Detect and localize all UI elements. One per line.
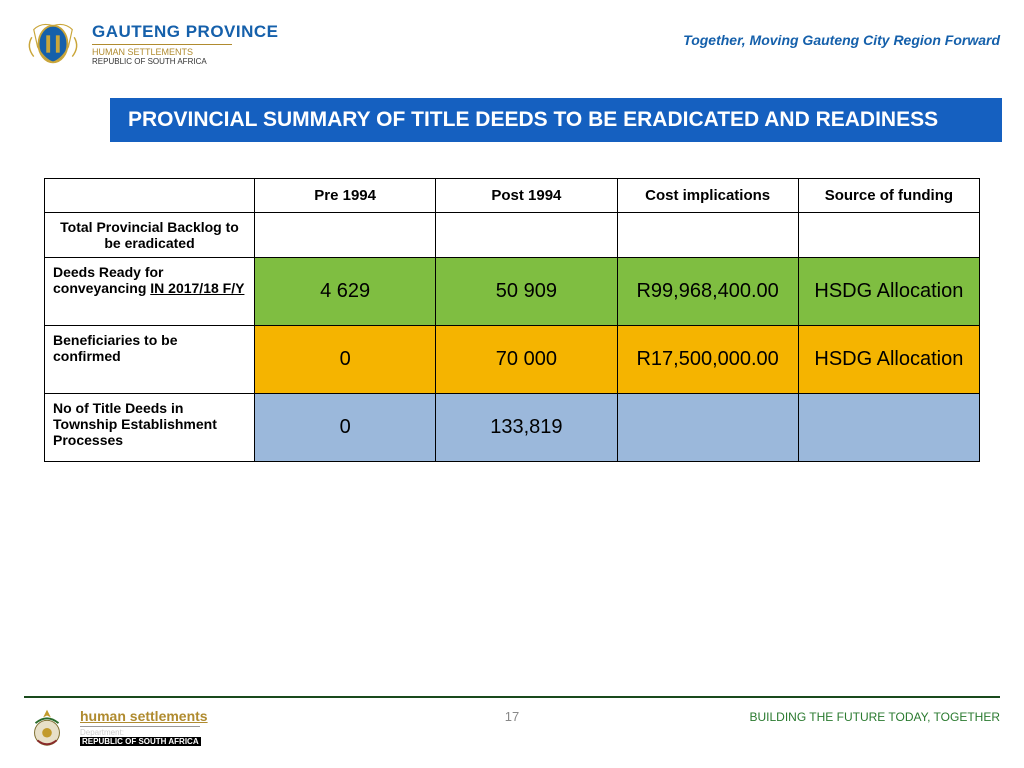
row-label: Deeds Ready for conveyancing IN 2017/18 … <box>45 258 255 326</box>
cell: 70 000 <box>436 326 617 394</box>
summary-table-wrap: Pre 1994 Post 1994 Cost implications Sou… <box>0 142 1024 462</box>
table-body: Total Provincial Backlog to be eradicate… <box>45 213 980 462</box>
cell <box>255 213 436 258</box>
col-pre1994: Pre 1994 <box>255 179 436 213</box>
cell <box>436 213 617 258</box>
province-name: GAUTENG PROVINCE <box>92 22 279 42</box>
cell: HSDG Allocation <box>798 258 979 326</box>
row-label: No of Title Deeds in Township Establishm… <box>45 394 255 462</box>
row-label: Total Provincial Backlog to be eradicate… <box>45 213 255 258</box>
provincial-crest-icon <box>24 18 82 70</box>
header: GAUTENG PROVINCE HUMAN SETTLEMENTS REPUB… <box>0 0 1024 80</box>
dept-sub: Department: <box>80 726 200 737</box>
province-subtitle: HUMAN SETTLEMENTS <box>92 44 232 57</box>
dept-name: human settlements <box>80 708 208 724</box>
col-blank <box>45 179 255 213</box>
cell: 133,819 <box>436 394 617 462</box>
table-row: Deeds Ready for conveyancing IN 2017/18 … <box>45 258 980 326</box>
header-left: GAUTENG PROVINCE HUMAN SETTLEMENTS REPUB… <box>24 18 279 70</box>
province-block: GAUTENG PROVINCE HUMAN SETTLEMENTS REPUB… <box>92 22 279 66</box>
footer: human settlements Department: REPUBLIC O… <box>0 696 1024 750</box>
footer-slogan: BUILDING THE FUTURE TODAY, TOGETHER <box>750 710 1001 724</box>
page-title: PROVINCIAL SUMMARY OF TITLE DEEDS TO BE … <box>110 98 1002 142</box>
row-label: Beneficiaries to be confirmed <box>45 326 255 394</box>
table-header-row: Pre 1994 Post 1994 Cost implications Sou… <box>45 179 980 213</box>
col-post1994: Post 1994 <box>436 179 617 213</box>
cell: 0 <box>255 394 436 462</box>
cell: 50 909 <box>436 258 617 326</box>
cell <box>617 213 798 258</box>
cell <box>617 394 798 462</box>
cell <box>798 213 979 258</box>
table-row: No of Title Deeds in Township Establishm… <box>45 394 980 462</box>
summary-table: Pre 1994 Post 1994 Cost implications Sou… <box>44 178 980 462</box>
tagline: Together, Moving Gauteng City Region For… <box>683 32 1000 48</box>
cell <box>798 394 979 462</box>
col-source: Source of funding <box>798 179 979 213</box>
cell: 4 629 <box>255 258 436 326</box>
table-row: Beneficiaries to be confirmed070 000R17,… <box>45 326 980 394</box>
national-coat-icon <box>24 704 70 750</box>
cell: HSDG Allocation <box>798 326 979 394</box>
cell: R99,968,400.00 <box>617 258 798 326</box>
footer-left: human settlements Department: REPUBLIC O… <box>24 704 208 750</box>
dept-block: human settlements Department: REPUBLIC O… <box>80 708 208 746</box>
dept-sub2: REPUBLIC OF SOUTH AFRICA <box>80 737 201 746</box>
cell: 0 <box>255 326 436 394</box>
table-row: Total Provincial Backlog to be eradicate… <box>45 213 980 258</box>
col-cost: Cost implications <box>617 179 798 213</box>
cell: R17,500,000.00 <box>617 326 798 394</box>
province-subtitle2: REPUBLIC OF SOUTH AFRICA <box>92 57 279 66</box>
footer-rule <box>24 696 1000 698</box>
footer-row: human settlements Department: REPUBLIC O… <box>24 704 1000 750</box>
